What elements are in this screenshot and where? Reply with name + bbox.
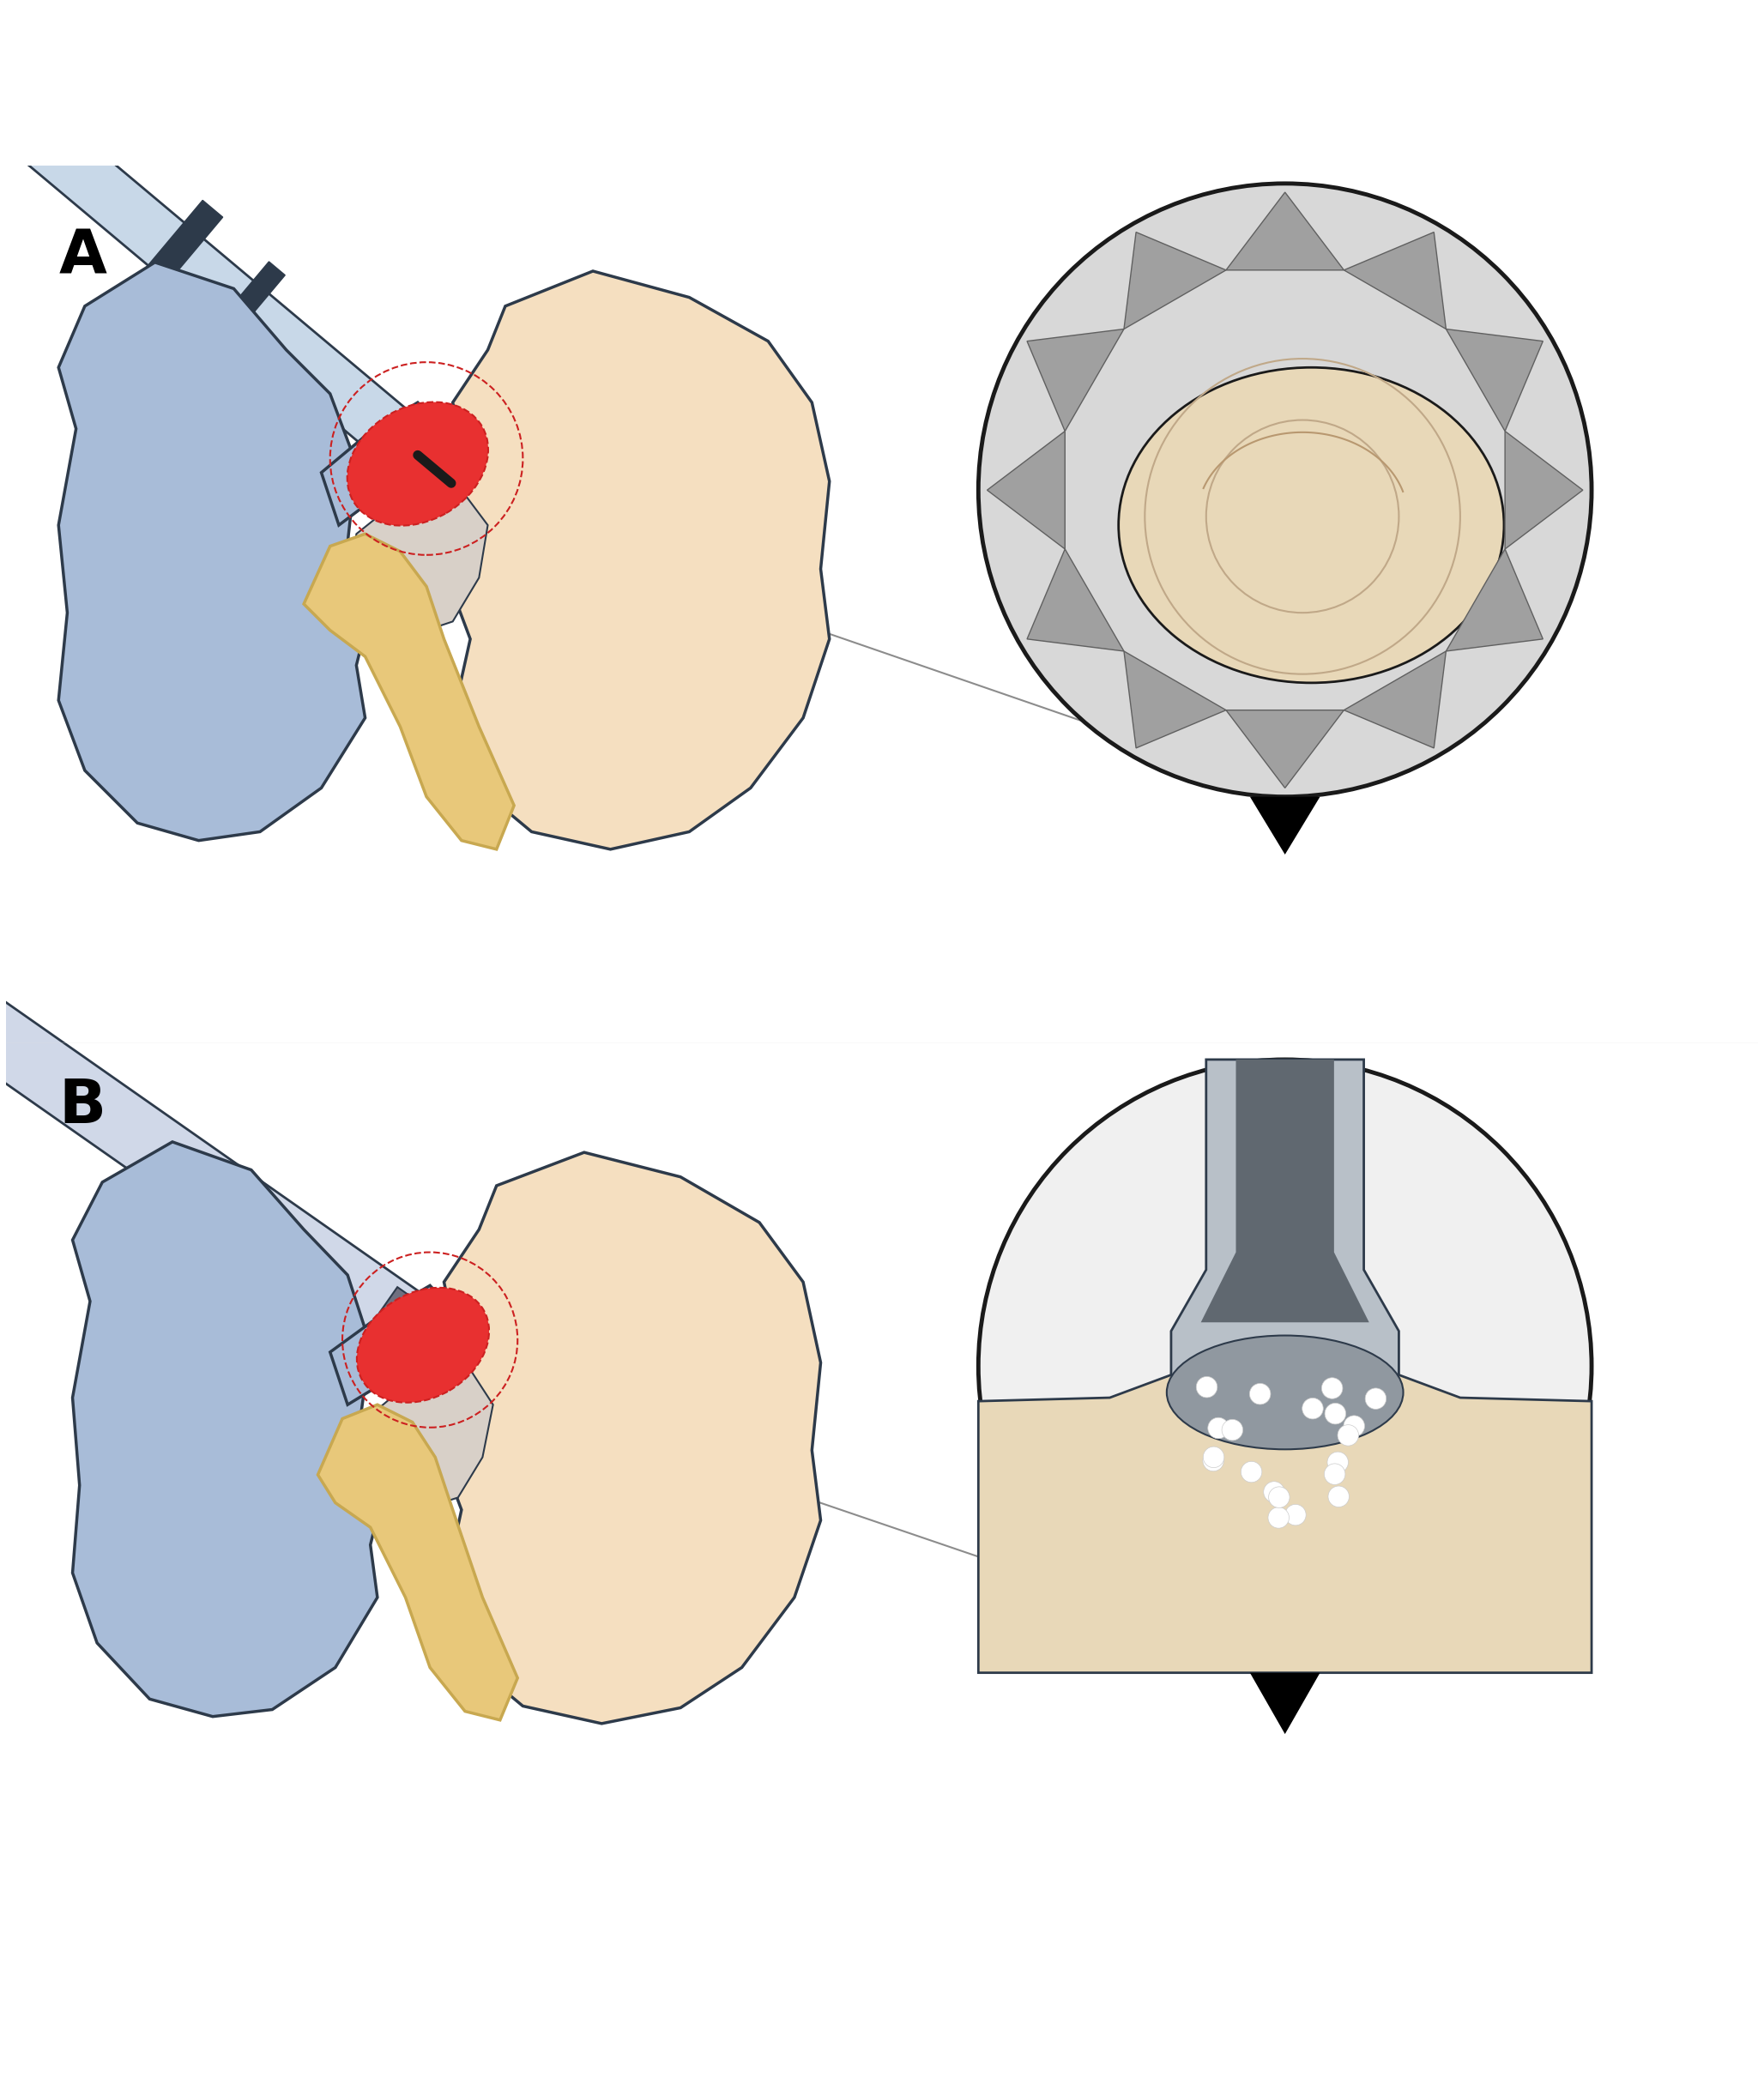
Ellipse shape [1118,367,1505,684]
Polygon shape [1124,231,1226,329]
Circle shape [1365,1388,1387,1409]
Polygon shape [58,263,374,840]
Polygon shape [1027,548,1124,650]
Circle shape [979,183,1591,796]
Polygon shape [1446,329,1544,431]
Circle shape [1222,1419,1244,1440]
Circle shape [1240,1461,1261,1482]
Circle shape [1268,1507,1289,1528]
Polygon shape [1226,192,1344,271]
Bar [129,200,222,304]
Circle shape [1268,1486,1289,1507]
Circle shape [1328,1486,1349,1507]
Polygon shape [1446,548,1544,650]
Circle shape [1325,1403,1346,1423]
Polygon shape [72,1142,388,1717]
Ellipse shape [356,1288,489,1403]
Polygon shape [330,1286,453,1405]
Circle shape [1302,1398,1323,1419]
Bar [0,890,450,1367]
Circle shape [1344,1415,1365,1436]
Polygon shape [1124,650,1226,748]
Polygon shape [445,271,829,850]
Circle shape [1284,1505,1305,1525]
Text: A: A [58,227,106,286]
Circle shape [1263,1482,1284,1503]
Circle shape [1196,1378,1217,1398]
Polygon shape [979,1375,1591,1673]
Polygon shape [348,490,489,640]
Bar [201,263,286,356]
Circle shape [1327,1453,1348,1473]
Circle shape [1203,1446,1224,1467]
Polygon shape [1027,329,1124,431]
Bar [0,6,436,477]
Circle shape [1337,1425,1358,1446]
Polygon shape [1251,796,1319,854]
Text: B: B [58,1077,106,1136]
Polygon shape [1201,1059,1369,1323]
Polygon shape [360,1369,492,1513]
Polygon shape [988,431,1065,548]
Circle shape [1203,1450,1224,1471]
Bar [369,1288,462,1373]
Circle shape [979,1059,1591,1673]
Circle shape [1321,1378,1342,1398]
Polygon shape [1344,231,1446,329]
Ellipse shape [1166,1336,1402,1448]
Polygon shape [1251,1673,1319,1734]
Circle shape [1249,1384,1270,1405]
Circle shape [1208,1417,1230,1438]
Ellipse shape [348,402,489,525]
Polygon shape [1171,1059,1399,1375]
Polygon shape [318,1405,517,1719]
Polygon shape [1344,650,1446,748]
Polygon shape [1505,431,1582,548]
Circle shape [1325,1463,1346,1484]
Polygon shape [1226,711,1344,788]
Polygon shape [303,534,513,850]
Polygon shape [321,402,445,525]
Polygon shape [436,1152,820,1723]
